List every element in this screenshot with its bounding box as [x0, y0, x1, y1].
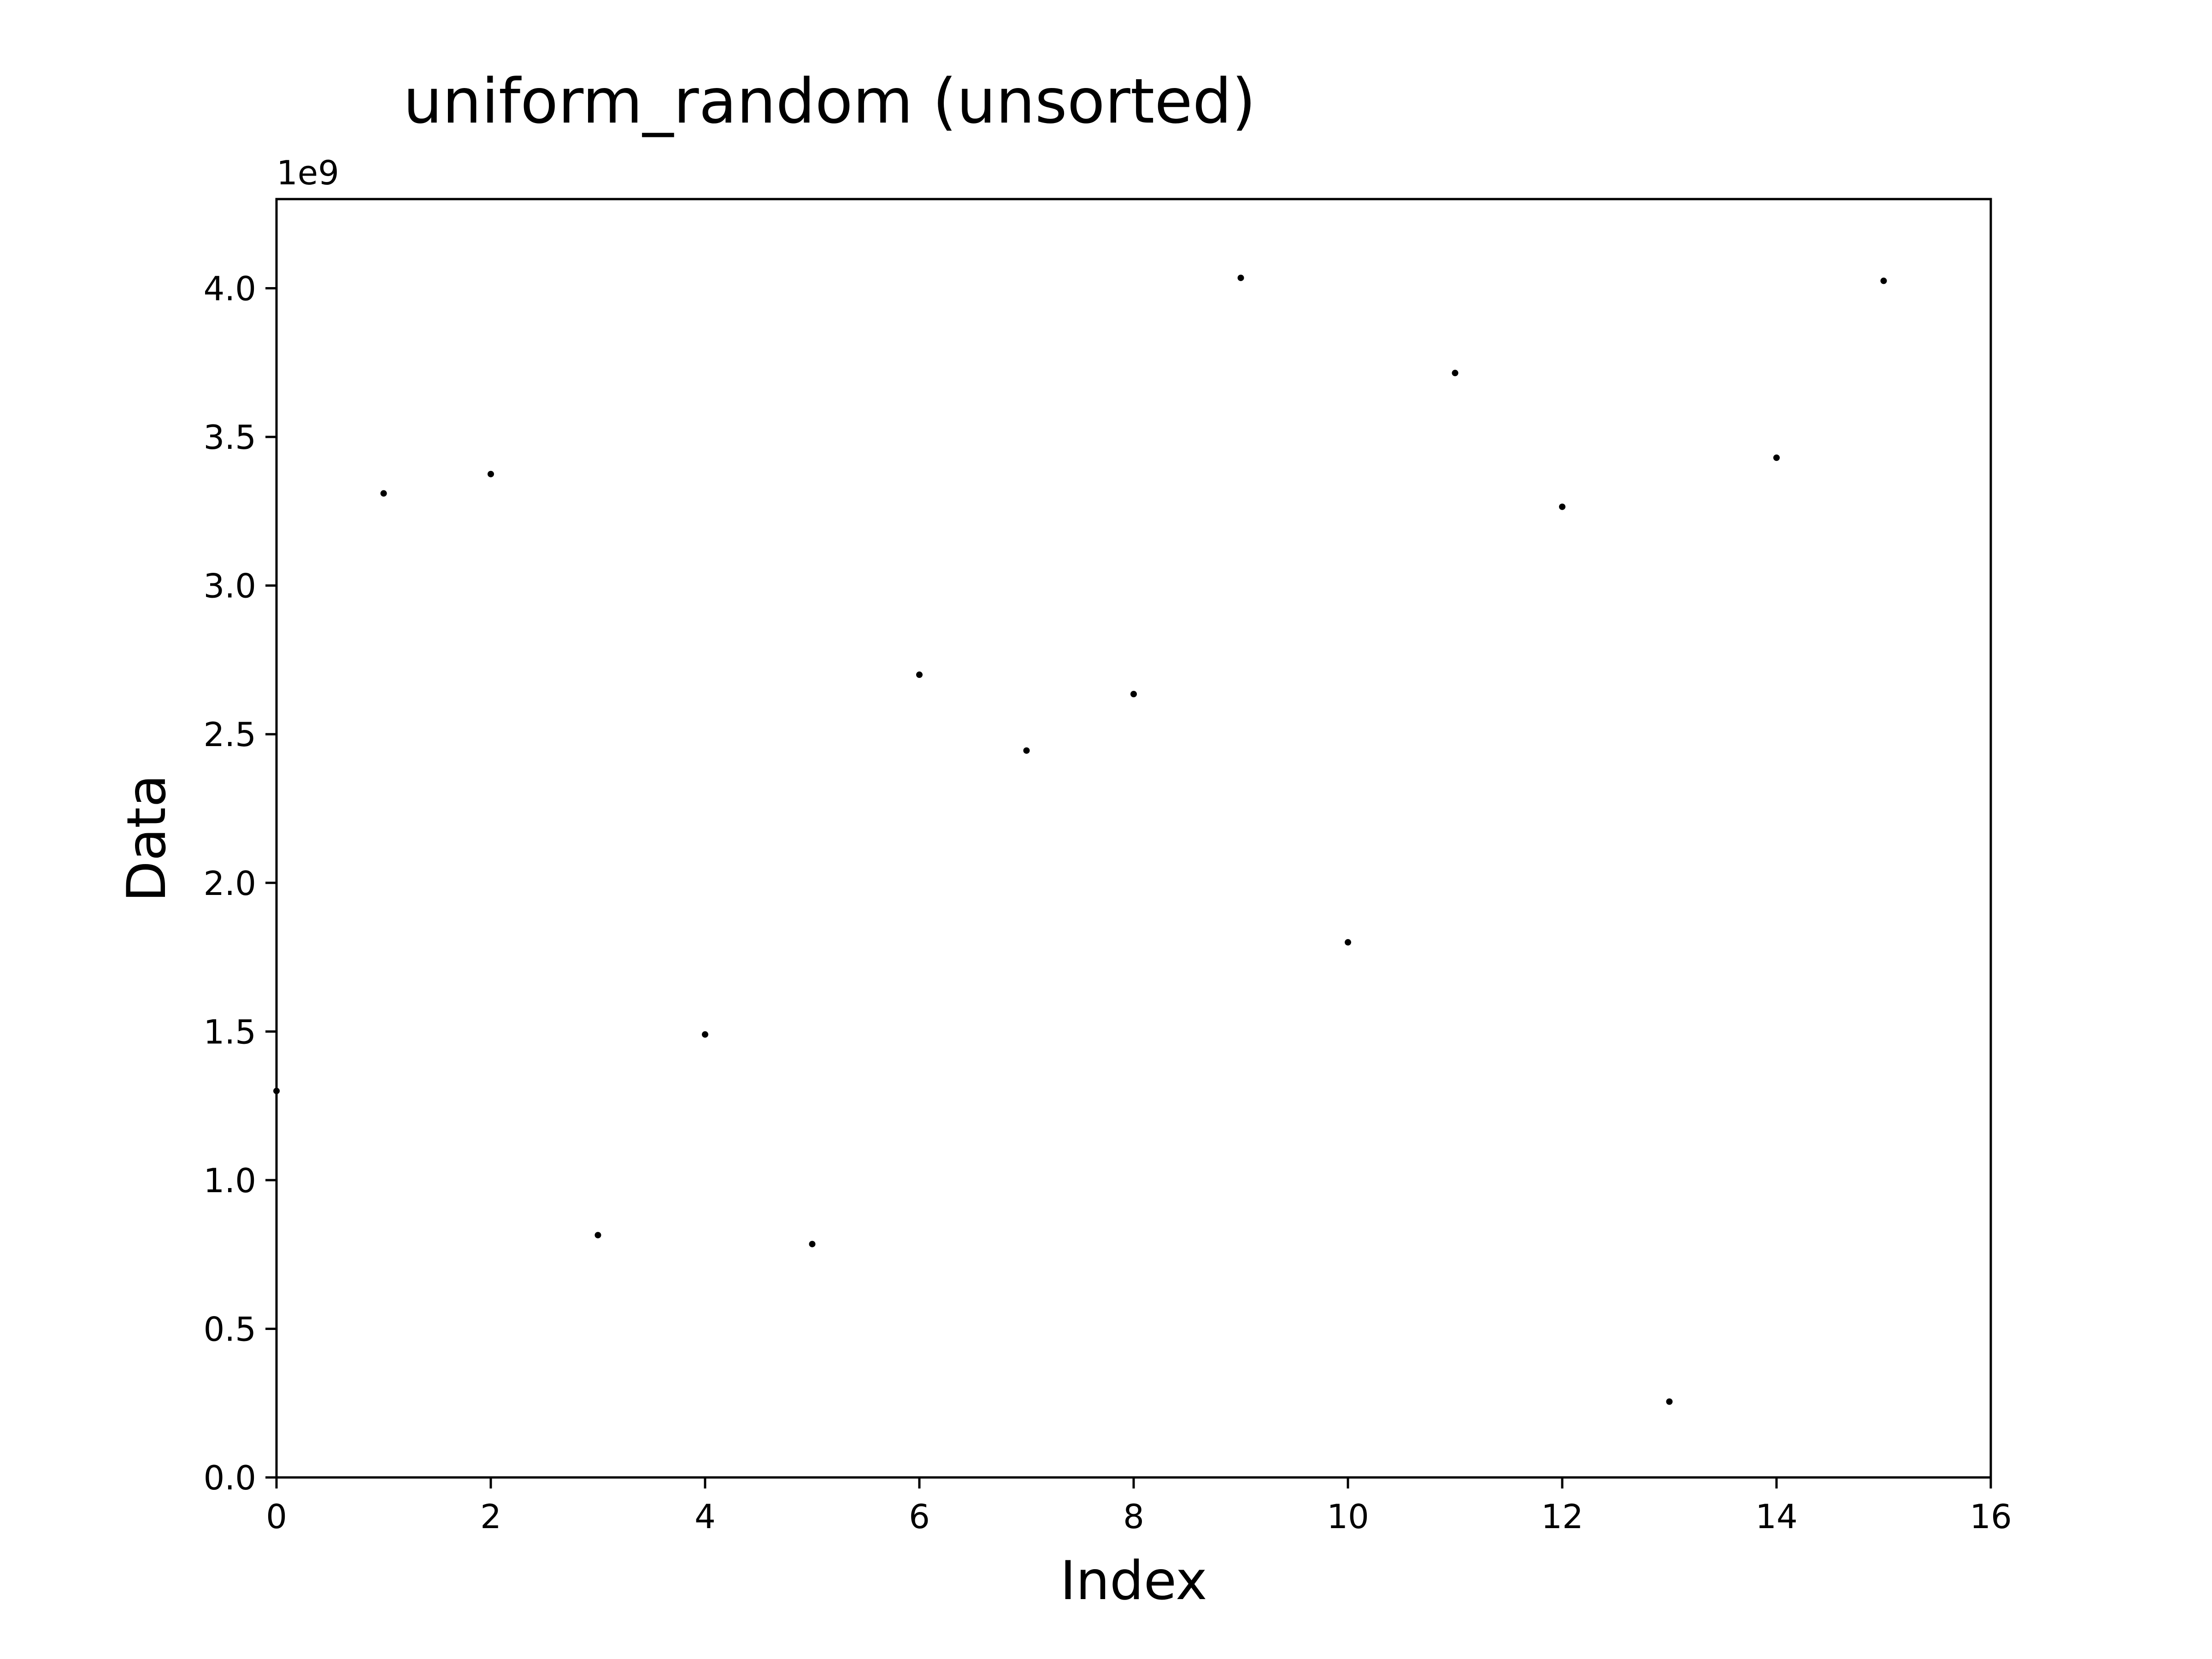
data-point	[1666, 1398, 1673, 1405]
x-tick-label: 6	[909, 1497, 930, 1536]
y-tick-label: 1.0	[203, 1161, 256, 1200]
data-point	[1559, 503, 1565, 510]
x-tick-label: 4	[694, 1497, 716, 1536]
data-points	[273, 274, 1887, 1405]
data-point	[1880, 277, 1887, 284]
y-tick-label: 0.0	[203, 1459, 256, 1497]
y-axis-label: Data	[116, 775, 178, 902]
data-point	[1345, 939, 1351, 946]
y-tick-label: 0.5	[203, 1310, 256, 1348]
chart-title: uniform_random (unsorted)	[403, 65, 1256, 137]
data-point	[1130, 691, 1137, 698]
x-tick-label: 14	[1755, 1497, 1798, 1536]
plot-area	[276, 199, 1991, 1477]
data-point	[1023, 747, 1030, 754]
x-tick-label: 8	[1123, 1497, 1144, 1536]
x-tick-label: 2	[480, 1497, 501, 1536]
y-tick-label: 2.5	[203, 715, 256, 754]
data-point	[380, 490, 387, 497]
x-tick-label: 0	[266, 1497, 287, 1536]
x-tick-label: 16	[1970, 1497, 2012, 1536]
data-point	[488, 471, 494, 477]
data-point	[1773, 454, 1780, 461]
x-tick-label: 12	[1541, 1497, 1583, 1536]
y-tick-label: 1.5	[203, 1012, 256, 1051]
y-tick-label: 2.0	[203, 864, 256, 903]
data-point	[916, 671, 923, 678]
data-point	[702, 1031, 708, 1038]
y-tick-label: 4.0	[203, 270, 256, 308]
data-point	[594, 1232, 601, 1239]
y-axis: 0.0 0.5 1.0 1.5 2.0 2.5 3.0 3.5 4.0	[203, 270, 276, 1497]
x-axis: 0 2 4 6 8 10 12 14 16	[266, 1477, 2012, 1536]
x-tick-label: 10	[1327, 1497, 1369, 1536]
data-point	[1237, 274, 1244, 281]
data-point	[1452, 370, 1459, 377]
y-tick-label: 3.0	[203, 567, 256, 606]
y-axis-offset-label: 1e9	[276, 153, 339, 192]
y-tick-label: 3.5	[203, 418, 256, 457]
plot-frame	[275, 198, 1992, 1479]
data-point	[809, 1241, 816, 1247]
x-axis-label: Index	[1060, 1550, 1207, 1612]
